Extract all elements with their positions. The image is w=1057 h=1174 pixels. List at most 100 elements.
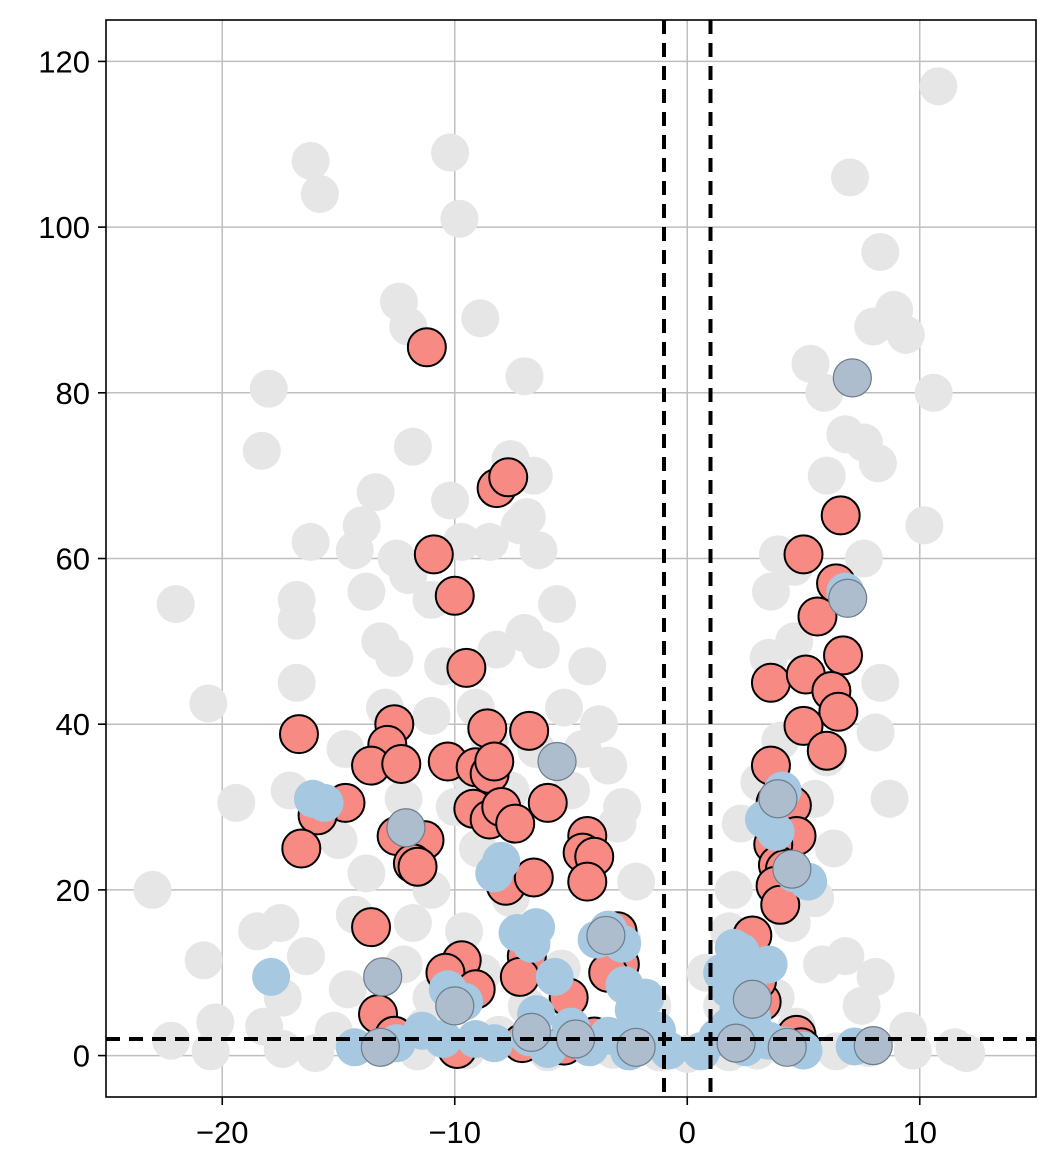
x-tick-label: 0 (679, 1115, 696, 1150)
highlight-point (783, 705, 824, 746)
background-point (347, 854, 386, 893)
highlight-point (818, 691, 859, 732)
background-point (521, 630, 560, 669)
background-point (431, 481, 470, 520)
blue-edged-point (386, 808, 426, 848)
background-point (886, 315, 925, 354)
background-point (286, 937, 325, 976)
blue-edged-point (828, 578, 868, 618)
y-tick-label: 60 (56, 542, 90, 577)
background-point (568, 647, 607, 686)
highlight-point (820, 495, 861, 536)
blue-edged-point (772, 849, 812, 889)
background-point (831, 158, 869, 197)
background-point (375, 638, 414, 677)
background-point (328, 970, 367, 1009)
x-tick-label: −20 (196, 1115, 249, 1150)
series-blue-edged (360, 358, 893, 1067)
background-point (152, 1021, 191, 1060)
highlight-point (278, 714, 319, 755)
blue-point (475, 854, 514, 893)
blue-edged-point (360, 1027, 400, 1067)
background-point (191, 1032, 230, 1071)
background-point (296, 1034, 335, 1073)
background-point (291, 141, 330, 180)
highlight-point (488, 457, 529, 498)
blue-edged-point (435, 986, 475, 1026)
background-point (814, 829, 853, 868)
highlight-point (499, 956, 540, 997)
background-point (291, 522, 330, 561)
highlight-point (413, 534, 454, 575)
background-point (947, 1034, 986, 1073)
background-point (505, 357, 544, 396)
background-point (412, 696, 451, 735)
background-point (914, 373, 953, 412)
highlight-point (467, 708, 508, 749)
background-point (598, 804, 637, 843)
y-tick-label: 100 (38, 210, 90, 245)
background-point (589, 746, 628, 785)
y-tick-label: 40 (56, 707, 90, 742)
blue-point (721, 937, 760, 976)
highlight-point (513, 857, 554, 898)
highlight-point (495, 803, 536, 844)
points-layer (133, 67, 986, 1073)
highlight-point (446, 647, 487, 688)
highlight-point (351, 907, 392, 948)
background-point (440, 199, 479, 238)
blue-point (512, 924, 551, 963)
blue-edged-point (586, 915, 626, 956)
blue-point (424, 1020, 463, 1059)
background-point (393, 904, 432, 943)
background-point (277, 663, 316, 702)
y-tick-label: 120 (38, 44, 90, 79)
background-point (477, 630, 516, 669)
blue-edged-point (537, 741, 577, 782)
highlight-point (474, 741, 515, 782)
background-point (263, 1029, 302, 1068)
blue-edged-point (511, 1012, 552, 1052)
background-point (861, 663, 900, 702)
background-point (335, 531, 374, 570)
background-point (217, 783, 256, 822)
highlight-point (281, 828, 322, 869)
blue-edged-point (758, 779, 798, 819)
background-point (156, 585, 195, 624)
background-point (905, 506, 944, 545)
background-point (356, 473, 395, 512)
background-point (461, 299, 500, 338)
background-point (184, 941, 223, 980)
highlight-point (381, 743, 422, 784)
highlight-point (397, 846, 438, 887)
highlight-point (823, 635, 864, 676)
background-point (842, 986, 881, 1025)
blue-edged-point (363, 957, 403, 997)
highlight-point (750, 662, 791, 703)
background-point (714, 870, 753, 909)
background-point (861, 232, 900, 271)
background-point (870, 779, 909, 818)
highlight-point (806, 730, 847, 771)
background-point (545, 688, 584, 727)
background-point (347, 572, 386, 611)
blue-edged-point (767, 1027, 807, 1067)
blue-point (305, 783, 344, 822)
background-point (856, 957, 895, 996)
threshold-lines (106, 20, 1036, 1097)
blue-edged-point (853, 1026, 893, 1066)
highlight-point (406, 327, 447, 368)
background-point (893, 1031, 932, 1070)
background-point (751, 572, 790, 611)
background-point (858, 444, 897, 483)
background-point (854, 307, 893, 346)
background-point (470, 522, 509, 561)
background-point (242, 431, 281, 470)
blue-edged-point (732, 979, 772, 1019)
background-point (196, 1003, 235, 1042)
highlight-point (527, 782, 568, 823)
blue-point (535, 957, 574, 996)
background-point (133, 870, 172, 909)
